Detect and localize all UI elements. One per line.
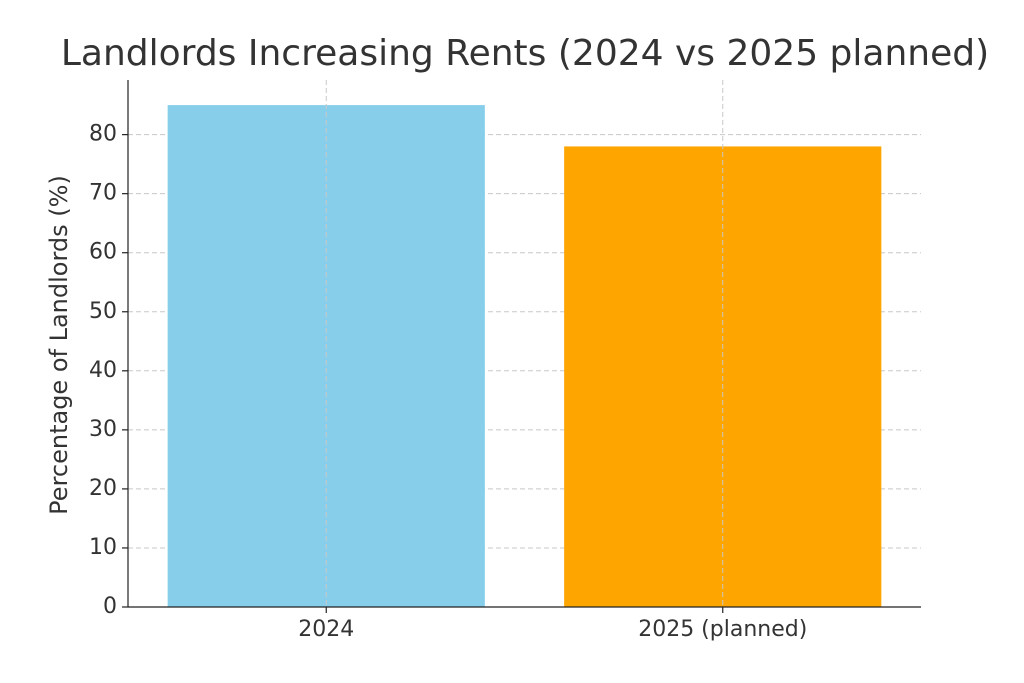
y-tick-label: 60 xyxy=(89,240,117,265)
x-tick-label: 2024 xyxy=(298,617,354,642)
y-tick-label: 70 xyxy=(89,181,117,206)
y-tick-label: 30 xyxy=(89,417,117,442)
x-tick-label: 2025 (planned) xyxy=(638,617,807,642)
y-tick-label: 40 xyxy=(89,358,117,383)
y-tick-label: 0 xyxy=(103,594,117,619)
y-axis-label: Percentage of Landlords (%) xyxy=(45,175,73,515)
y-tick-label: 10 xyxy=(89,535,117,560)
y-tick-label: 50 xyxy=(89,299,117,324)
y-tick-label: 80 xyxy=(89,122,117,147)
chart-title: Landlords Increasing Rents (2024 vs 2025… xyxy=(61,33,989,74)
y-tick-label: 20 xyxy=(89,476,117,501)
